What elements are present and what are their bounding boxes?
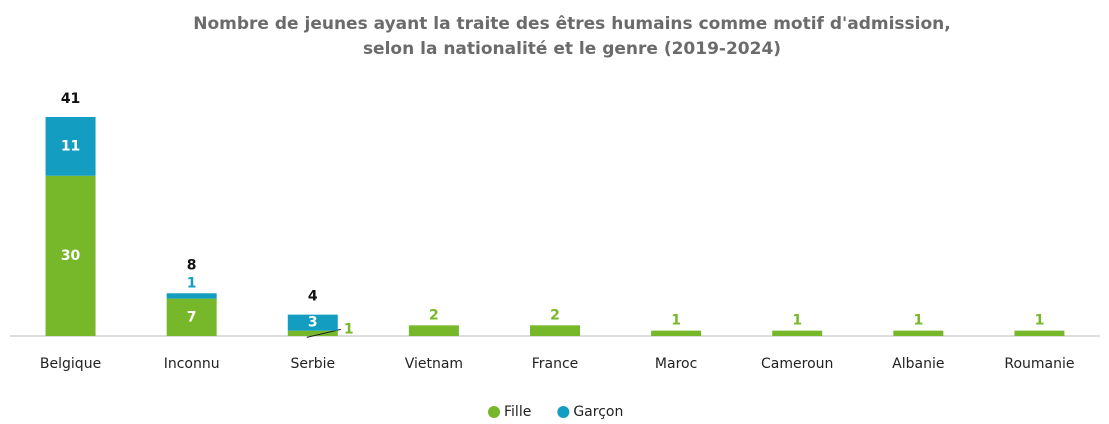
bar-segment	[651, 330, 702, 336]
value-label: 1	[344, 321, 354, 337]
x-tick-label: Vietnam	[405, 356, 463, 372]
value-label: 1	[913, 313, 923, 329]
x-tick-label: Cameroun	[761, 356, 833, 372]
bar-segment	[1014, 330, 1065, 336]
value-label: 7	[187, 309, 197, 325]
bar-segment	[287, 314, 338, 331]
total-label: 41	[61, 91, 80, 107]
x-tick-label: France	[532, 356, 579, 372]
bar-segment	[166, 293, 217, 299]
chart-title: selon la nationalité et le genre (2019-2…	[363, 39, 781, 59]
bar-segment	[45, 175, 96, 336]
total-label: 8	[187, 257, 197, 273]
bar-segment	[45, 117, 96, 176]
x-tick-label: Serbie	[290, 356, 335, 372]
total-label: 4	[308, 289, 318, 305]
value-label: 1	[792, 313, 802, 329]
chart-title: Nombre de jeunes ayant la traite des êtr…	[193, 14, 950, 34]
bar-segment	[166, 298, 217, 336]
legend-marker	[557, 406, 570, 418]
value-label: 1	[1035, 313, 1045, 329]
x-tick-label: Inconnu	[164, 356, 220, 372]
bar-segment	[530, 325, 580, 336]
legend-label: Fille	[504, 404, 531, 420]
value-label: 1	[187, 275, 197, 291]
legend-marker	[488, 406, 500, 418]
bar-segment	[408, 325, 459, 336]
value-label: 11	[61, 138, 80, 154]
leader-line	[306, 328, 341, 338]
value-label: 3	[308, 315, 318, 331]
value-label: 2	[429, 307, 439, 323]
x-tick-label: Belgique	[40, 356, 101, 372]
value-label: 2	[550, 307, 560, 323]
legend-label: Garçon	[573, 404, 623, 420]
value-label: 30	[61, 248, 81, 264]
x-tick-label: Maroc	[655, 356, 697, 372]
bar-segment	[893, 330, 944, 336]
x-tick-label: Albanie	[892, 356, 944, 372]
value-label: 1	[671, 313, 681, 329]
x-tick-label: Roumanie	[1004, 356, 1074, 372]
bar-segment	[287, 330, 338, 336]
bar-segment	[772, 330, 823, 336]
